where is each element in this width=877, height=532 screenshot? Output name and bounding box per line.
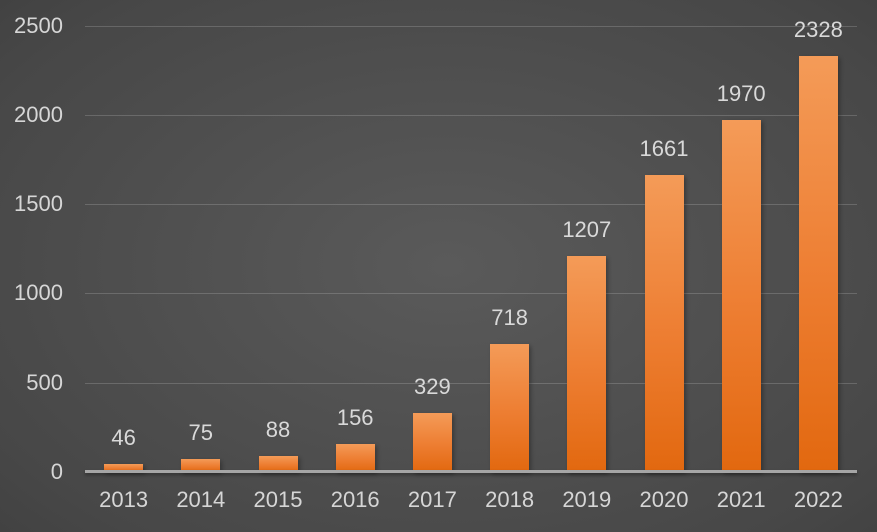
x-axis-label-2022: 2022: [793, 487, 843, 512]
bar-2020: [644, 175, 684, 472]
value-label-2022: 2328: [793, 17, 843, 43]
bar-2014: [181, 458, 221, 472]
y-axis-label-500: 500: [26, 369, 63, 395]
y-axis-label-2500: 2500: [14, 12, 63, 38]
bar-2018: [490, 343, 530, 472]
value-label-2019: 1207: [562, 217, 612, 243]
gridline-1000: [85, 293, 857, 295]
bar-2017: [412, 413, 452, 472]
x-axis-label-2015: 2015: [253, 487, 303, 512]
value-label-2017: 329: [414, 374, 451, 400]
y-axis-label-2000: 2000: [14, 101, 63, 127]
gridline-2500: [85, 25, 857, 27]
value-label-2016: 156: [336, 405, 374, 431]
value-label-2018: 718: [491, 304, 528, 330]
y-axis-label-1000: 1000: [14, 280, 63, 306]
x-axis-line: [85, 470, 857, 473]
x-axis-label-2019: 2019: [562, 487, 612, 512]
y-axis-label-1500: 1500: [14, 191, 63, 217]
x-axis-label-2017: 2017: [407, 487, 457, 512]
gridline-500: [85, 382, 857, 384]
gridline-2000: [85, 114, 857, 116]
value-label-2021: 1970: [716, 81, 766, 107]
value-label-2013: 46: [111, 424, 136, 450]
bar-2022: [798, 56, 838, 472]
bar-2019: [567, 256, 607, 472]
bar-2015: [258, 456, 298, 472]
value-label-2015: 88: [265, 417, 291, 443]
x-axis-label-2020: 2020: [639, 487, 689, 512]
gridline-1500: [85, 204, 857, 206]
bar-2013: [104, 463, 144, 472]
value-label-2014: 75: [188, 419, 214, 445]
x-axis-label-2021: 2021: [716, 487, 766, 512]
bar-2021: [721, 120, 761, 472]
x-axis-label-2016: 2016: [330, 487, 380, 512]
x-axis-label-2018: 2018: [485, 487, 535, 512]
x-axis-label-2013: 2013: [99, 487, 149, 512]
value-label-2020: 1661: [639, 136, 689, 162]
bar-2016: [335, 444, 375, 472]
y-axis-label-0: 0: [50, 459, 63, 484]
x-axis-label-2014: 2014: [176, 487, 226, 512]
